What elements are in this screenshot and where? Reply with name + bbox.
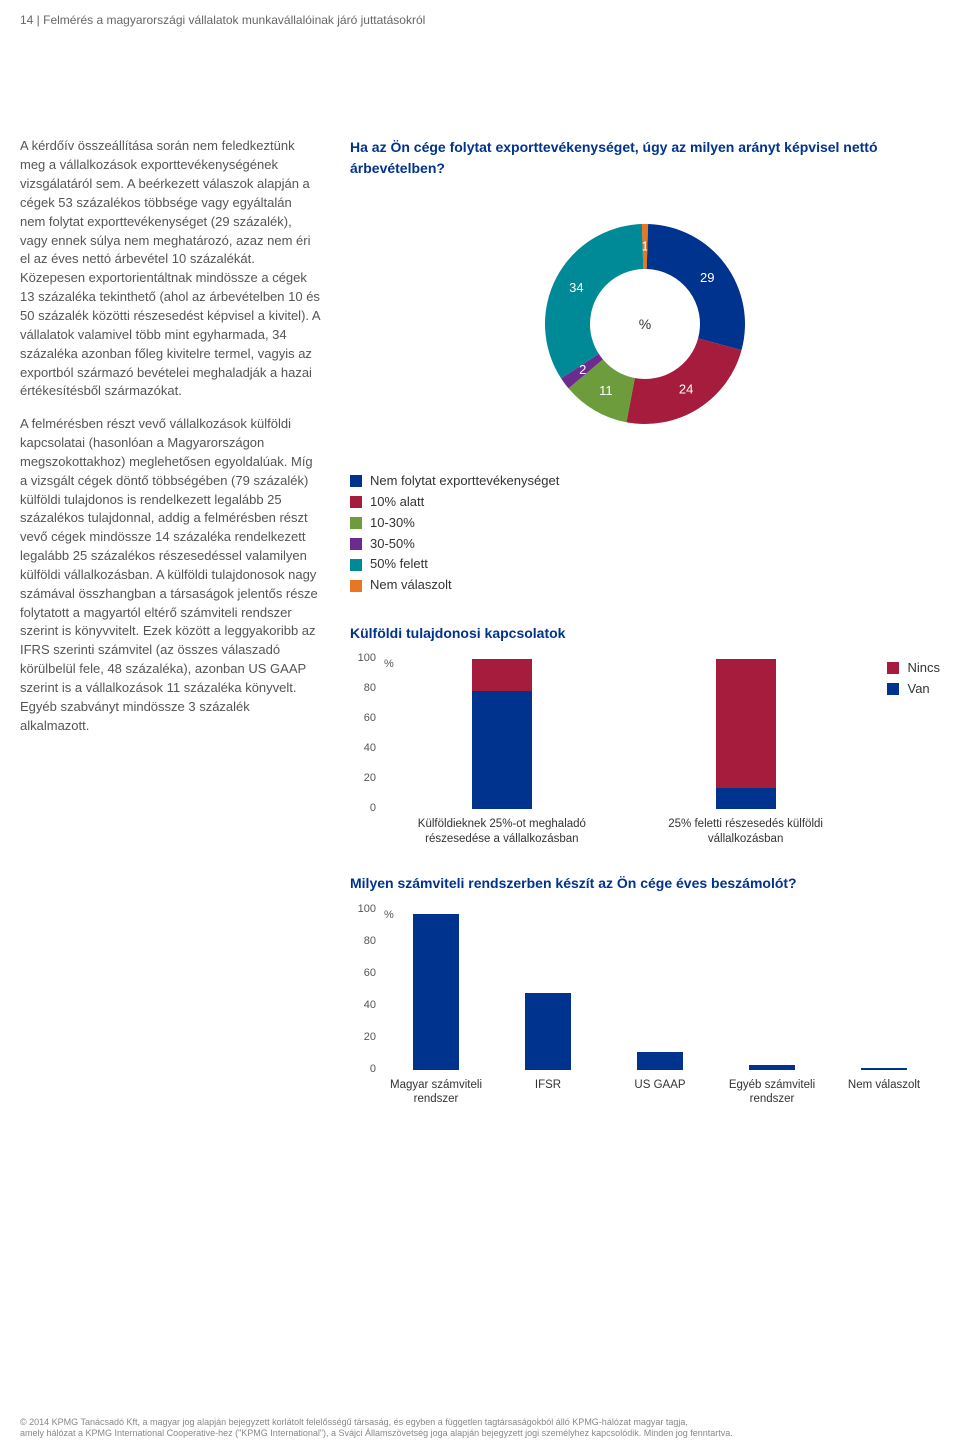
- legend-label: Nincs: [907, 659, 940, 678]
- y-tick-label: 60: [350, 966, 376, 982]
- legend-label: 50% felett: [370, 555, 428, 574]
- bar-segment: [413, 914, 459, 1069]
- paragraph-2: A felmérésben részt vevő vállalkozások k…: [20, 415, 320, 735]
- footer-line-1: © 2014 KPMG Tanácsadó Kft, a magyar jog …: [20, 1417, 940, 1429]
- bar-group: [604, 910, 716, 1070]
- y-tick-label: 80: [350, 934, 376, 950]
- bar-segment: [525, 993, 571, 1070]
- legend-item: Van: [887, 680, 940, 699]
- donut-svg: 1292411234%: [515, 194, 775, 454]
- legend-swatch: [350, 580, 362, 592]
- legend-label: 30-50%: [370, 535, 415, 554]
- y-tick-label: 20: [350, 1030, 376, 1046]
- legend-item: Nem válaszolt: [350, 576, 940, 595]
- bar-group: [492, 910, 604, 1070]
- y-tick-label: 0: [350, 1062, 376, 1078]
- legend-label: 10% alatt: [370, 493, 424, 512]
- bar-group: [624, 659, 868, 809]
- x-tick-label: Nem válaszolt: [828, 1074, 940, 1108]
- legend-item: 50% felett: [350, 555, 940, 574]
- x-tick-label: 25% feletti részesedés külföldi vállalko…: [624, 813, 868, 847]
- legend-swatch: [350, 475, 362, 487]
- donut-value-label: 24: [679, 382, 693, 397]
- legend-label: Nem válaszolt: [370, 576, 452, 595]
- legend-label: Van: [907, 680, 929, 699]
- y-tick-label: 0: [350, 801, 376, 817]
- x-tick-label: IFSR: [492, 1074, 604, 1108]
- legend-swatch: [887, 662, 899, 674]
- bar-segment: [861, 1068, 907, 1070]
- donut-center-label: %: [639, 316, 651, 332]
- chart3-xlabels: Magyar számviteli rendszerIFSRUS GAAPEgy…: [380, 1074, 940, 1108]
- x-tick-label: Egyéb számviteli rendszer: [716, 1074, 828, 1108]
- y-tick-label: 20: [350, 771, 376, 787]
- chart3-title: Milyen számviteli rendszerben készít az …: [350, 873, 940, 893]
- chart2-legend: Nincs Van: [887, 623, 940, 701]
- bar-segment: [472, 691, 532, 810]
- y-tick-label: 60: [350, 711, 376, 727]
- legend-swatch: [350, 517, 362, 529]
- donut-segment: [545, 224, 643, 378]
- page-header: 14 | Felmérés a magyarországi vállalatok…: [0, 0, 960, 37]
- legend-swatch: [350, 496, 362, 508]
- bar-group: [380, 659, 624, 809]
- legend-swatch: [887, 683, 899, 695]
- y-tick-label: 100: [350, 651, 376, 667]
- donut-value-label: 29: [700, 270, 714, 285]
- bars-area: [380, 910, 940, 1070]
- x-tick-label: Külföldieknek 25%-ot meghaladó részesedé…: [380, 813, 624, 847]
- bar: [637, 1052, 683, 1070]
- main-content: A kérdőív összeállítása során nem feledk…: [0, 37, 960, 1107]
- bar-stack: [716, 659, 776, 809]
- bar-segment: [749, 1065, 795, 1070]
- bar-segment: [716, 659, 776, 788]
- donut-segment: [647, 224, 745, 350]
- y-tick-label: 40: [350, 741, 376, 757]
- chart3-bar: % 020406080100: [350, 910, 940, 1070]
- legend-label: Nem folytat exporttevékenységet: [370, 472, 559, 491]
- x-tick-label: US GAAP: [604, 1074, 716, 1108]
- chart2-stacked-bar: % 020406080100: [350, 659, 867, 809]
- x-tick-label: Magyar számviteli rendszer: [380, 1074, 492, 1108]
- legend-item: 30-50%: [350, 535, 940, 554]
- legend-swatch: [350, 538, 362, 550]
- donut-value-label: 11: [599, 383, 613, 398]
- body-text-column: A kérdőív összeállítása során nem feledk…: [20, 137, 320, 1107]
- legend-item: Nem folytat exporttevékenységet: [350, 472, 940, 491]
- bar: [749, 1065, 795, 1070]
- legend-swatch: [350, 559, 362, 571]
- y-tick-label: 80: [350, 681, 376, 697]
- bar-segment: [716, 788, 776, 809]
- charts-column: Ha az Ön cége folytat exporttevékenysége…: [350, 137, 940, 1107]
- chart2-title: Külföldi tulajdonosi kapcsolatok: [350, 623, 867, 643]
- bar: [861, 1068, 907, 1070]
- donut-legend: Nem folytat exporttevékenységet 10% alatt…: [350, 472, 940, 595]
- bar-group: [380, 910, 492, 1070]
- bar-segment: [637, 1052, 683, 1070]
- bar-group: [716, 910, 828, 1070]
- bar-group: [828, 910, 940, 1070]
- page-footer: © 2014 KPMG Tanácsadó Kft, a magyar jog …: [20, 1417, 940, 1440]
- legend-item: Nincs: [887, 659, 940, 678]
- paragraph-1: A kérdőív összeállítása során nem feledk…: [20, 137, 320, 401]
- bar: [525, 993, 571, 1070]
- donut-title: Ha az Ön cége folytat exporttevékenysége…: [350, 137, 940, 178]
- legend-item: 10-30%: [350, 514, 940, 533]
- bar-stack: [472, 659, 532, 809]
- y-tick-label: 100: [350, 902, 376, 918]
- donut-chart: 1292411234%: [350, 194, 940, 454]
- y-tick-label: 40: [350, 998, 376, 1014]
- bars-area: [380, 659, 867, 809]
- chart2-xlabels: Külföldieknek 25%-ot meghaladó részesedé…: [380, 813, 867, 847]
- legend-label: 10-30%: [370, 514, 415, 533]
- donut-value-label: 34: [569, 280, 583, 295]
- bar: [413, 914, 459, 1069]
- legend-item: 10% alatt: [350, 493, 940, 512]
- footer-line-2: amely hálózat a KPMG International Coope…: [20, 1428, 940, 1440]
- bar-segment: [472, 659, 532, 691]
